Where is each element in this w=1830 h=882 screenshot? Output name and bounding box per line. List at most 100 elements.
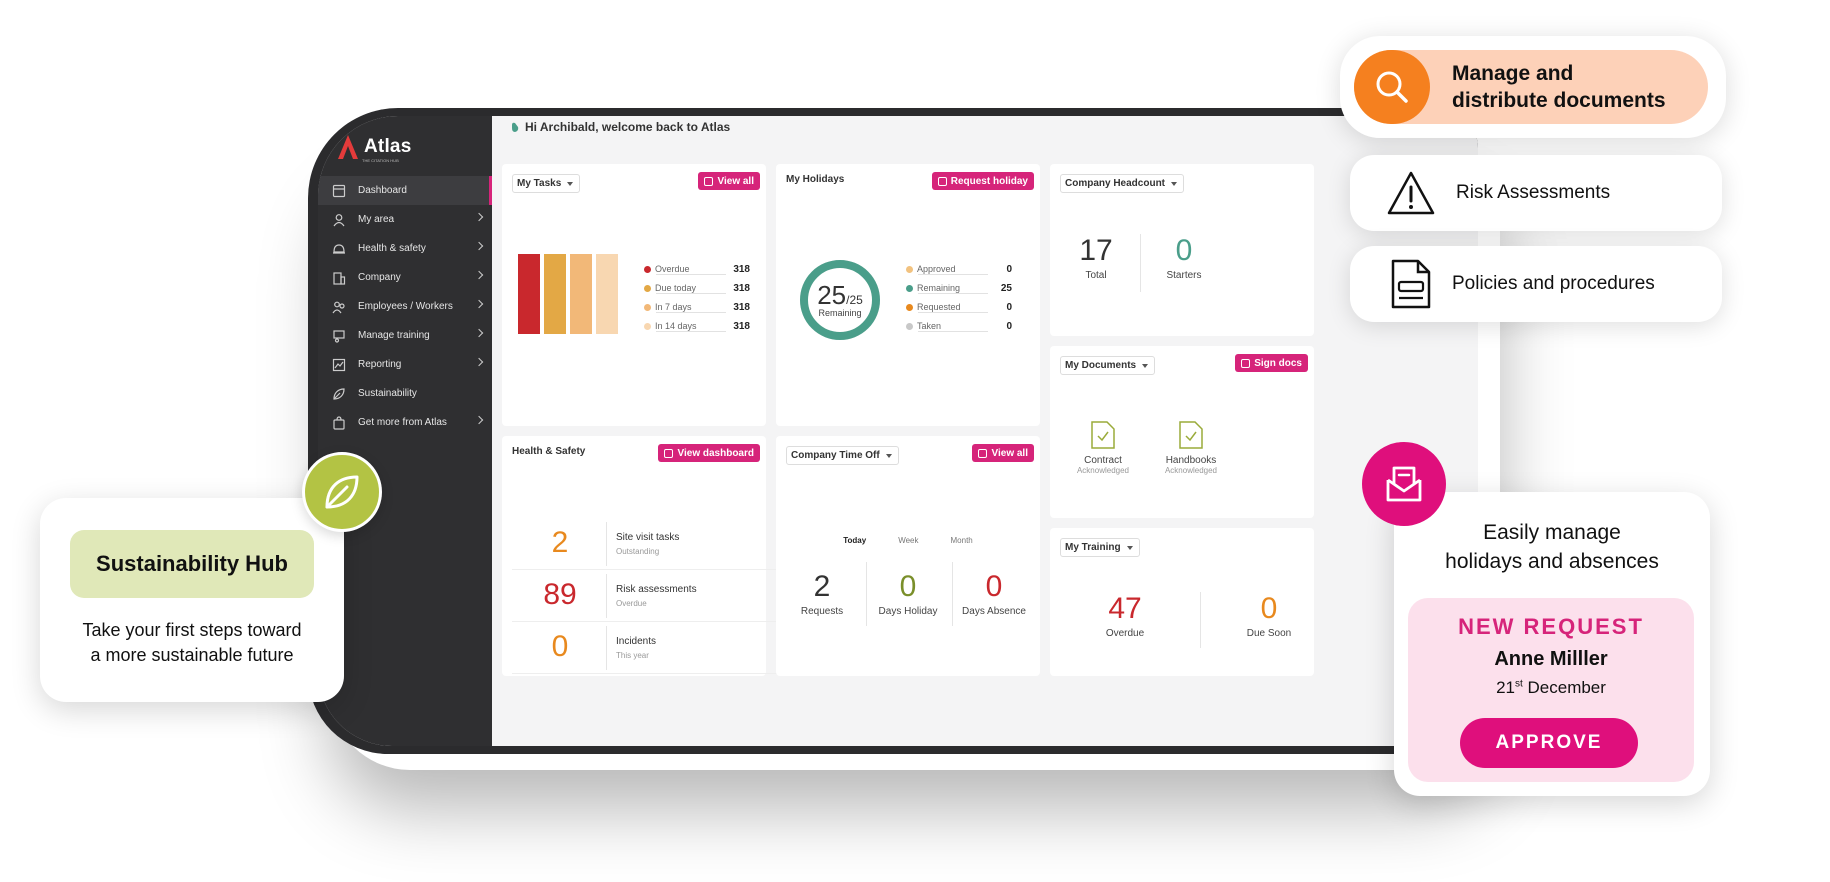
document-status: Acknowledged xyxy=(1076,466,1130,475)
feature-card-policies[interactable]: Policies and procedures xyxy=(1350,246,1722,322)
approve-button[interactable]: APPROVE xyxy=(1460,718,1638,768)
tab-week[interactable]: Week xyxy=(898,536,919,545)
sidebar-item-label: Company xyxy=(358,272,401,283)
task-bar xyxy=(518,254,540,334)
leaf-icon xyxy=(325,475,359,509)
legend-value: 0 xyxy=(1006,263,1012,275)
training-overdue: 47 Overdue xyxy=(1090,592,1160,639)
feature-card-risk[interactable]: Risk Assessments xyxy=(1350,155,1722,231)
timeoff-tabs: Today Week Month xyxy=(776,536,1040,545)
welcome-banner: Hi Archibald, welcome back to Atlas xyxy=(510,120,730,134)
timeoff-view-all-button[interactable]: View all xyxy=(972,444,1034,462)
tasks-title-dropdown[interactable]: My Tasks xyxy=(512,174,581,193)
sidebar-item-label: Employees / Workers xyxy=(358,301,453,312)
legend-dot xyxy=(906,284,913,292)
warning-icon xyxy=(1387,171,1435,215)
document-status: Acknowledged xyxy=(1164,466,1218,475)
tasks-view-all-button[interactable]: View all xyxy=(698,172,760,190)
sidebar-item-my-area[interactable]: My area xyxy=(318,205,492,234)
holiday-promo-card: Easily manage holidays and absences NEW … xyxy=(1394,492,1710,796)
timeoff-stat-value: 0 xyxy=(985,570,1003,603)
legend-dot xyxy=(644,303,651,311)
sidebar-item-get-more-from-atlas[interactable]: Get more from Atlas xyxy=(318,408,492,437)
training-title-dropdown[interactable]: My Training xyxy=(1060,538,1140,557)
tasks-bar-chart xyxy=(518,254,618,334)
sign-docs-button[interactable]: Sign docs xyxy=(1235,354,1308,372)
document-name: Handbooks xyxy=(1165,455,1217,466)
timeoff-stat: 0 Days Absence xyxy=(952,570,1036,617)
legend-value: 318 xyxy=(733,320,750,332)
feature-documents-line1: Manage and xyxy=(1452,62,1574,85)
health-safety-row[interactable]: 89 Risk assessments Overdue xyxy=(512,570,787,622)
chevron-right-icon xyxy=(474,357,484,367)
legend-dot xyxy=(644,265,651,273)
device-frame: Atlas THE CITATION HUB Dashboard My area H… xyxy=(308,108,1478,754)
sidebar-item-label: Manage training xyxy=(358,330,430,341)
chevron-right-icon xyxy=(474,241,484,251)
request-name: Anne Milller xyxy=(1494,648,1608,670)
task-bar xyxy=(570,254,592,334)
headcount-total-value: 17 xyxy=(1079,234,1113,267)
sidebar-item-dashboard[interactable]: Dashboard xyxy=(318,176,492,205)
hard-hat-icon xyxy=(332,242,346,256)
legend-label: Overdue xyxy=(655,264,690,274)
divider xyxy=(606,522,607,566)
training-overdue-label: Overdue xyxy=(1105,628,1145,639)
sustainability-title: Sustainability Hub xyxy=(70,530,314,598)
health-safety-row[interactable]: 0 Incidents This year xyxy=(512,622,787,674)
timeoff-title-dropdown[interactable]: Company Time Off xyxy=(786,446,899,465)
view-dashboard-label: View dashboard xyxy=(677,447,754,459)
leaf-icon-circle xyxy=(302,452,382,532)
logo[interactable]: Atlas THE CITATION HUB xyxy=(336,134,411,163)
sidebar-item-sustainability[interactable]: Sustainability xyxy=(318,379,492,408)
tab-today[interactable]: Today xyxy=(843,536,867,545)
calendar-icon xyxy=(704,176,714,186)
divider xyxy=(1140,234,1141,292)
feature-risk-text: Risk Assessments xyxy=(1456,182,1611,203)
holidays-remaining-total: /25 xyxy=(846,293,863,307)
request-holiday-button[interactable]: Request holiday xyxy=(931,172,1034,190)
document-item[interactable]: Handbooks Acknowledged xyxy=(1156,420,1226,475)
document-item[interactable]: Contract Acknowledged xyxy=(1068,420,1138,475)
tasks-card: My Tasks View all Overdue 318 Due today 318… xyxy=(502,164,766,426)
feature-documents-line2: distribute documents xyxy=(1452,89,1666,112)
sidebar-item-company[interactable]: Company xyxy=(318,263,492,292)
sidebar-item-manage-training[interactable]: Manage training xyxy=(318,321,492,350)
legend-label: Taken xyxy=(917,321,942,331)
legend-label: Requested xyxy=(917,302,961,312)
timeoff-stat-value: 2 xyxy=(813,570,831,603)
view-dashboard-button[interactable]: View dashboard xyxy=(658,444,760,462)
app-screen: Atlas THE CITATION HUB Dashboard My area H… xyxy=(318,116,1478,746)
task-bar xyxy=(544,254,566,334)
legend-line xyxy=(918,331,988,332)
sidebar: Atlas THE CITATION HUB Dashboard My area H… xyxy=(318,116,492,746)
timeoff-card: Company Time Off View all Today Week Mon… xyxy=(776,436,1040,676)
sidebar-item-health-safety[interactable]: Health & safety xyxy=(318,234,492,263)
documents-title-dropdown[interactable]: My Documents xyxy=(1060,356,1156,375)
search-icon-circle xyxy=(1354,50,1430,124)
hs-sub: Overdue xyxy=(616,599,647,608)
legend-row: Taken 0 xyxy=(906,319,1012,333)
headcount-title-dropdown[interactable]: Company Headcount xyxy=(1060,174,1185,193)
sustainability-card[interactable]: Sustainability Hub Take your first steps… xyxy=(40,498,344,702)
health-safety-row[interactable]: 2 Site visit tasks Outstanding xyxy=(512,518,787,570)
hs-value: 89 xyxy=(543,578,577,611)
sidebar-item-reporting[interactable]: Reporting xyxy=(318,350,492,379)
legend-dot xyxy=(906,322,913,330)
legend-dot xyxy=(644,284,651,292)
legend-line xyxy=(656,312,726,313)
sidebar-item-employees-workers[interactable]: Employees / Workers xyxy=(318,292,492,321)
legend-row: Approved 0 xyxy=(906,262,1012,276)
tab-month[interactable]: Month xyxy=(950,536,973,545)
request-date-month: December xyxy=(1522,678,1606,697)
feature-card-documents[interactable]: Manage and distribute documents xyxy=(1340,36,1726,138)
holiday-promo-title-line1: Easily manage xyxy=(1483,521,1621,544)
document-check-icon xyxy=(1091,421,1115,449)
legend-label: Due today xyxy=(655,283,697,293)
sustainability-desc-line1: Take your first steps toward xyxy=(82,620,302,640)
chevron-right-icon xyxy=(474,299,484,309)
legend-row: In 14 days 318 xyxy=(644,319,750,333)
sustainability-desc-line2: a more sustainable future xyxy=(90,645,294,665)
holidays-remaining: 25/25 Remaining xyxy=(798,280,882,318)
tasks-legend: Overdue 318 Due today 318 In 7 days 318 In 14 … xyxy=(644,262,750,336)
